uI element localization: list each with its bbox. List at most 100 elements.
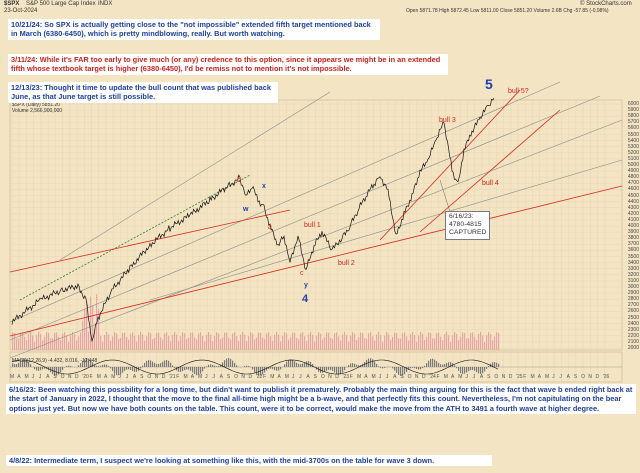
x-tick-label: F xyxy=(176,374,180,380)
volume-bar xyxy=(410,334,412,350)
y-tick-label: 3400 xyxy=(627,259,639,266)
volume-bar xyxy=(464,333,466,350)
x-tick-label: '26 xyxy=(602,374,610,380)
volume-bar xyxy=(486,335,488,350)
macd-bar xyxy=(70,366,72,367)
macd-bar xyxy=(222,362,224,367)
volume-bar xyxy=(34,341,36,350)
x-tick-label: M xyxy=(443,374,448,380)
volume-bar xyxy=(164,333,166,350)
macd-bar xyxy=(86,358,88,367)
x-tick-label: A xyxy=(393,374,397,380)
macd-bar xyxy=(200,367,202,374)
x-tick-label: A xyxy=(46,374,50,380)
volume-bar xyxy=(96,294,98,350)
volume-bar xyxy=(56,332,58,350)
volume-bar xyxy=(416,341,418,350)
wave-label-bull5: bull 5? xyxy=(508,88,529,95)
x-tick-label: M xyxy=(96,374,101,380)
macd-bar xyxy=(288,359,290,367)
volume-bar xyxy=(442,340,444,350)
macd-bar xyxy=(374,361,376,367)
x-tick-label: J xyxy=(552,374,555,380)
x-tick-label: D xyxy=(508,374,513,380)
volume-bar xyxy=(244,334,246,350)
volume-bar xyxy=(90,296,92,350)
y-tick-label: 4000 xyxy=(627,223,639,229)
volume-bar xyxy=(264,339,266,350)
macd-bar xyxy=(434,359,436,367)
x-tick-label: M xyxy=(284,374,289,380)
y-tick-label: 5200 xyxy=(627,149,639,156)
volume-bar xyxy=(480,332,482,350)
volume-bar xyxy=(310,332,312,350)
macd-bar xyxy=(118,367,120,376)
volume-bar xyxy=(32,335,34,350)
macd-bar xyxy=(188,367,190,370)
x-tick-label: D xyxy=(422,374,426,380)
volume-bar xyxy=(390,339,392,350)
macd-bar xyxy=(56,367,58,376)
macd-bar xyxy=(88,358,90,367)
macd-bar xyxy=(330,367,332,370)
x-tick-label: N xyxy=(414,374,419,380)
volume-bar xyxy=(488,332,490,350)
legend-main: $SPX (Daily) 5851.20 xyxy=(12,102,61,108)
volume-bar xyxy=(114,332,116,350)
volume-bar xyxy=(478,334,480,350)
x-tick-label: M xyxy=(111,374,116,380)
volume-bar xyxy=(408,340,410,350)
volume-bar xyxy=(74,334,76,350)
macd-bar xyxy=(218,365,220,367)
macd-bar xyxy=(312,364,314,367)
volume-bar xyxy=(340,340,342,350)
y-tick-label: 2000 xyxy=(627,345,639,351)
volume-bar xyxy=(14,333,16,350)
x-tick-label: J xyxy=(378,374,382,380)
macd-bar xyxy=(496,362,498,367)
volume-bar xyxy=(284,332,286,350)
x-tick-label: F xyxy=(263,374,267,380)
volume-bar xyxy=(142,334,144,350)
x-tick-label: O xyxy=(320,374,325,380)
y-tick-label: 5100 xyxy=(627,155,639,162)
macd-bar xyxy=(216,366,218,367)
x-tick-label: A xyxy=(566,374,570,380)
y-tick-label: 4900 xyxy=(627,168,639,175)
y-tick-label: 5600 xyxy=(627,125,639,132)
y-tick-label: 2600 xyxy=(627,308,639,315)
volume-bar xyxy=(320,333,322,350)
volume-bar xyxy=(72,332,74,350)
macd-bar xyxy=(410,367,412,369)
macd-bar xyxy=(352,363,354,367)
macd-bar xyxy=(296,362,298,367)
macd-bar xyxy=(306,361,308,367)
macd-bar xyxy=(268,367,270,370)
macd-bar xyxy=(438,363,440,367)
volume-bar xyxy=(496,332,498,350)
volume-bar xyxy=(222,337,224,350)
volume-bar xyxy=(394,332,396,350)
volume-bar xyxy=(484,341,486,350)
macd-bar xyxy=(144,362,146,367)
volume-bar xyxy=(150,333,152,350)
macd-bar xyxy=(310,361,312,367)
volume-bar xyxy=(366,338,368,350)
x-tick-label: O xyxy=(407,374,412,380)
volume-bar xyxy=(494,336,496,350)
volume-bar xyxy=(132,332,134,350)
captured-callout: 6/16/23: 4780-4815 CAPTURED xyxy=(445,211,491,240)
y-tick-label: 3500 xyxy=(627,253,639,260)
volume-bar xyxy=(144,340,146,350)
y-tick-label: 5000 xyxy=(627,162,639,168)
macd-bar xyxy=(270,367,272,369)
volume-bar xyxy=(130,333,132,350)
volume-bar xyxy=(388,333,390,350)
y-tick-label: 5900 xyxy=(627,107,639,114)
x-tick-label: F xyxy=(89,374,93,380)
macd-bar xyxy=(344,367,346,371)
volume-bar xyxy=(60,339,62,350)
volume-bar xyxy=(280,341,282,350)
macd-bar xyxy=(354,363,356,367)
volume-bar xyxy=(188,337,190,350)
